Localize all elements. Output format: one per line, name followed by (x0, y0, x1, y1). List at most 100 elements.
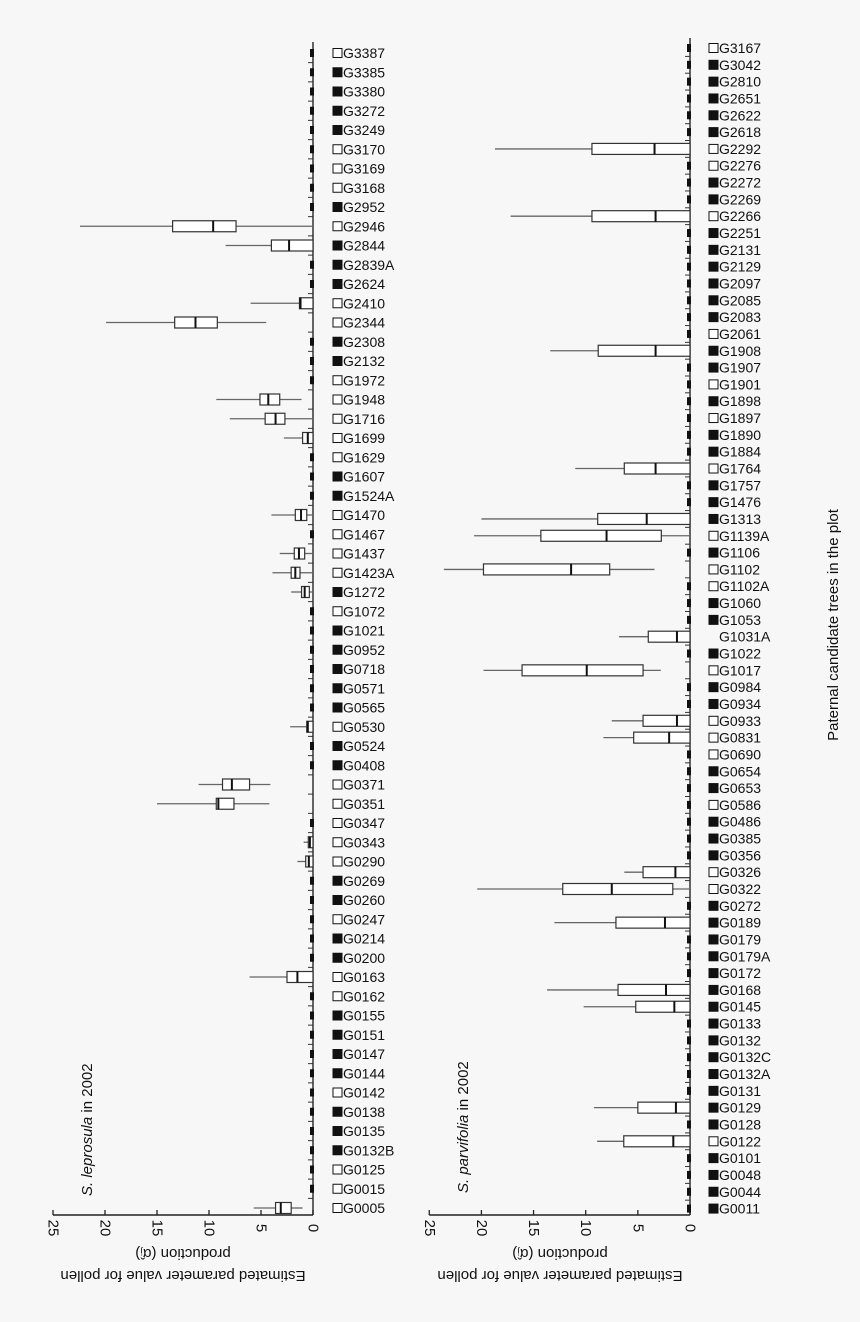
zero-estimate-mark (310, 915, 314, 924)
tree-label: G1031A (719, 629, 771, 645)
iqr-box (270, 239, 314, 252)
filled-square-marker (332, 895, 343, 905)
open-square-marker (708, 1136, 719, 1147)
open-square-marker (708, 160, 719, 171)
iqr-box (591, 142, 691, 156)
iqr-box (623, 1135, 691, 1148)
zero-estimate-mark (687, 128, 691, 137)
zero-estimate-mark (310, 260, 314, 269)
tree-label: G0128 (719, 1116, 761, 1132)
tree-label: G2061 (719, 326, 761, 342)
tree-label: G0356 (719, 847, 761, 863)
filled-square-marker (708, 513, 719, 524)
tree-label: G0486 (719, 814, 761, 830)
filled-square-marker (332, 702, 343, 713)
zero-estimate-mark (687, 1036, 691, 1045)
zero-estimate-mark (687, 952, 691, 961)
species-name: S. leprosula (79, 1117, 96, 1196)
zero-estimate-mark (687, 834, 691, 843)
iqr-box (623, 462, 691, 475)
tree-label: G0200 (343, 950, 385, 966)
tree-label: G0179A (719, 948, 771, 964)
tree-label: G0408 (343, 757, 385, 773)
tree-label: G3249 (343, 122, 385, 138)
iqr-box (642, 866, 691, 879)
filled-square-marker (708, 59, 719, 70)
tree-label: G2083 (719, 309, 761, 325)
filled-square-marker (708, 783, 719, 794)
open-square-marker (332, 375, 343, 386)
panel-s-parvifolia: S. parvifolia in 2002 Estimated paramete… (421, 38, 771, 1284)
tree-label: G2844 (343, 238, 385, 254)
tree-label: G0322 (719, 881, 761, 897)
tree-label: G1017 (719, 662, 761, 678)
filled-square-marker (708, 934, 719, 945)
iqr-box (597, 512, 691, 526)
filled-square-marker (332, 1145, 343, 1156)
tree-label: G1476 (719, 494, 761, 510)
tree-label: G1948 (343, 392, 385, 408)
iqr-box (259, 393, 281, 406)
x-tick-label: 0 (305, 1224, 322, 1232)
zero-estimate-mark (687, 94, 691, 103)
filled-square-marker (708, 93, 719, 104)
iqr-box (221, 778, 251, 791)
tree-label: G0132C (719, 1049, 771, 1065)
tree-label: G3387 (343, 45, 385, 61)
tree-label: G2266 (719, 208, 761, 224)
tree-label: G0586 (719, 797, 761, 813)
open-square-marker (708, 143, 719, 154)
filled-square-marker (332, 664, 343, 674)
zero-estimate-mark (687, 649, 691, 658)
zero-estimate-mark (310, 819, 314, 827)
tree-label: G2272 (719, 175, 761, 191)
filled-square-marker (332, 1106, 343, 1117)
filled-square-marker (708, 429, 719, 440)
filled-square-marker (708, 1186, 719, 1197)
open-square-marker (332, 394, 343, 405)
open-square-marker (332, 818, 343, 828)
zero-estimate-mark (687, 447, 691, 456)
filled-square-marker (708, 345, 719, 356)
filled-square-marker (708, 1102, 719, 1113)
zero-estimate-mark (310, 876, 314, 885)
filled-square-marker (708, 396, 719, 407)
open-square-marker (332, 567, 343, 578)
iqr-box (615, 916, 691, 929)
tree-label: G0145 (719, 999, 761, 1015)
filled-square-marker (708, 1001, 719, 1012)
tree-label: G1467 (343, 526, 385, 542)
tree-label: G0347 (343, 815, 385, 831)
tree-label: G0132B (343, 1142, 394, 1158)
tree-label: G1313 (719, 511, 761, 527)
iqr-box (647, 630, 691, 643)
species-name: S. parvifolia (455, 1115, 472, 1193)
filled-square-marker (708, 900, 719, 911)
zero-estimate-mark (310, 145, 314, 154)
filled-square-marker (708, 1169, 719, 1180)
tree-label: G2292 (719, 141, 761, 157)
iqr-box (172, 220, 237, 233)
zero-estimate-mark (310, 607, 314, 616)
filled-square-marker (332, 625, 343, 636)
open-square-marker (332, 298, 343, 309)
open-square-marker (332, 510, 343, 520)
open-square-marker (708, 530, 719, 541)
tree-label: G3385 (343, 64, 385, 80)
zero-estimate-mark (687, 498, 691, 507)
filled-square-marker (708, 833, 719, 844)
tree-label: G1102A (719, 578, 770, 594)
open-square-marker (708, 211, 719, 222)
tree-label: G1102 (719, 561, 760, 577)
filled-square-marker (332, 471, 343, 482)
zero-estimate-mark (310, 164, 314, 173)
iqr-box (597, 344, 691, 357)
zero-estimate-mark (310, 472, 314, 481)
zero-estimate-mark (687, 582, 691, 591)
iqr-box (286, 970, 314, 984)
tree-label: G0214 (343, 931, 385, 947)
tree-label: G0247 (343, 911, 385, 927)
iqr-box (635, 1000, 691, 1013)
zero-estimate-mark (687, 1187, 691, 1196)
x-tick-label: 15 (525, 1220, 542, 1237)
